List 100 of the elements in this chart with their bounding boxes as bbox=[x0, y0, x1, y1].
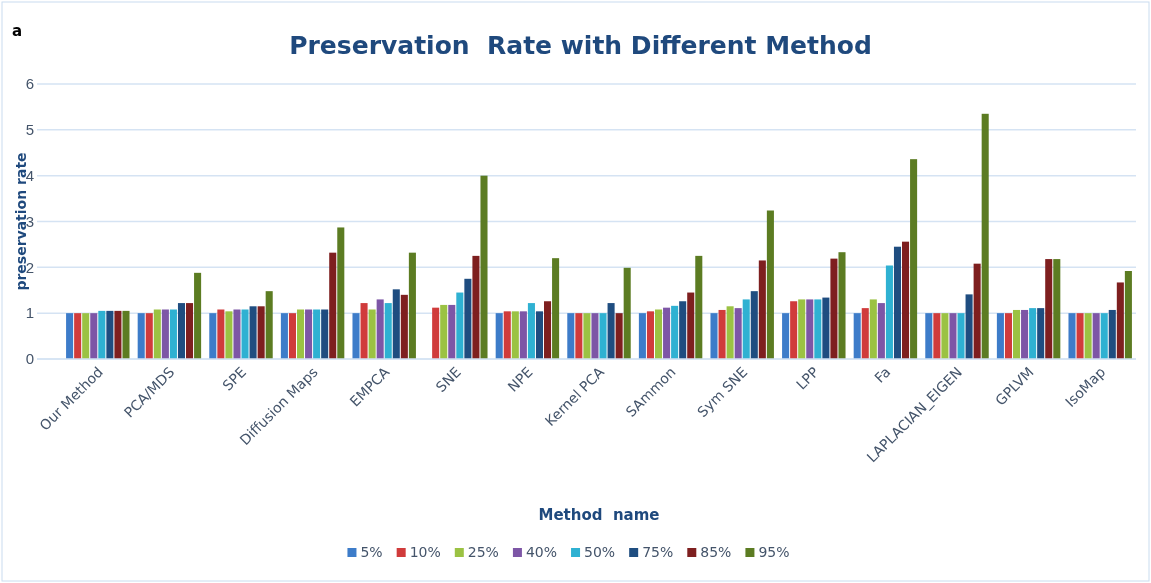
text: a bbox=[12, 22, 23, 40]
bar bbox=[877, 303, 885, 359]
bar bbox=[464, 278, 472, 359]
bar bbox=[400, 294, 408, 359]
bar bbox=[265, 291, 273, 359]
bar bbox=[1045, 259, 1053, 359]
legend-label: 40% bbox=[525, 544, 558, 560]
bar bbox=[186, 303, 194, 359]
bar bbox=[257, 306, 265, 359]
bar bbox=[511, 311, 519, 359]
bar bbox=[288, 313, 296, 359]
bar bbox=[583, 313, 591, 359]
bar bbox=[280, 313, 288, 359]
bar bbox=[965, 294, 973, 359]
bar bbox=[519, 311, 527, 359]
bar bbox=[1053, 259, 1061, 359]
bar bbox=[902, 241, 910, 359]
bar bbox=[726, 306, 734, 359]
bar bbox=[137, 313, 145, 359]
bar bbox=[671, 305, 679, 359]
bar bbox=[1029, 308, 1037, 359]
legend-label: 75% bbox=[642, 544, 674, 560]
bar bbox=[734, 308, 742, 359]
bar bbox=[591, 313, 599, 359]
bar bbox=[646, 311, 654, 359]
bar bbox=[638, 313, 646, 359]
bar bbox=[552, 258, 560, 359]
bar bbox=[313, 309, 321, 359]
bar bbox=[1108, 309, 1116, 359]
bar bbox=[957, 313, 965, 359]
bar bbox=[169, 309, 177, 359]
y-tick-label: 5 bbox=[25, 121, 34, 139]
bar bbox=[758, 260, 766, 359]
bar bbox=[296, 309, 305, 359]
bar bbox=[1124, 271, 1132, 359]
legend-label: 95% bbox=[758, 544, 790, 560]
bar bbox=[352, 313, 360, 359]
bar bbox=[432, 307, 440, 359]
bar bbox=[623, 267, 631, 359]
bar bbox=[241, 309, 249, 359]
bar bbox=[1068, 313, 1076, 359]
bar bbox=[782, 313, 790, 359]
bar bbox=[217, 309, 225, 359]
bar bbox=[949, 313, 957, 359]
bar bbox=[82, 313, 90, 359]
bar bbox=[225, 311, 233, 359]
bar bbox=[480, 175, 488, 359]
bar bbox=[1116, 282, 1124, 359]
bar bbox=[440, 304, 448, 359]
bar bbox=[114, 310, 122, 359]
bar bbox=[893, 246, 902, 359]
bar bbox=[456, 292, 464, 359]
bar bbox=[941, 313, 949, 359]
bar bbox=[806, 299, 814, 359]
bar bbox=[376, 299, 384, 359]
bar bbox=[98, 310, 106, 359]
bar bbox=[337, 227, 345, 359]
bar bbox=[544, 301, 552, 359]
bar bbox=[830, 258, 838, 359]
bar bbox=[1037, 308, 1045, 359]
x-axis-title: Method name bbox=[538, 506, 660, 524]
bar bbox=[209, 313, 217, 359]
bar bbox=[495, 313, 503, 359]
bar bbox=[599, 313, 607, 359]
bar bbox=[981, 113, 989, 359]
bar bbox=[766, 210, 774, 359]
bar bbox=[861, 308, 869, 359]
legend-label: 25% bbox=[467, 544, 499, 560]
bar bbox=[145, 313, 153, 359]
bar bbox=[814, 299, 822, 359]
bar bbox=[153, 309, 161, 359]
bar bbox=[838, 252, 846, 359]
bar bbox=[1021, 309, 1029, 359]
legend-label: 5% bbox=[360, 544, 383, 560]
legend-label: 10% bbox=[409, 544, 441, 560]
bar bbox=[687, 292, 695, 359]
bar bbox=[360, 303, 368, 359]
bar bbox=[679, 301, 687, 359]
bar bbox=[194, 272, 202, 359]
bar bbox=[742, 299, 750, 359]
bar bbox=[575, 313, 583, 359]
bar bbox=[122, 310, 130, 359]
legend-label: 50% bbox=[584, 544, 616, 560]
bar bbox=[663, 307, 671, 359]
bar bbox=[249, 306, 257, 359]
legend-label: 85% bbox=[700, 544, 732, 560]
bar bbox=[885, 265, 893, 359]
bar bbox=[472, 255, 480, 359]
bar bbox=[305, 309, 313, 359]
y-tick-label: 0 bbox=[25, 350, 34, 368]
bar bbox=[1004, 313, 1012, 359]
bar bbox=[66, 313, 74, 359]
bar bbox=[615, 313, 623, 359]
x-tick-label: LPP bbox=[793, 363, 822, 393]
bar bbox=[750, 291, 758, 359]
bar bbox=[973, 263, 981, 359]
bar bbox=[567, 313, 575, 359]
bar bbox=[1092, 313, 1100, 359]
bar bbox=[503, 311, 511, 359]
bar bbox=[869, 299, 877, 359]
